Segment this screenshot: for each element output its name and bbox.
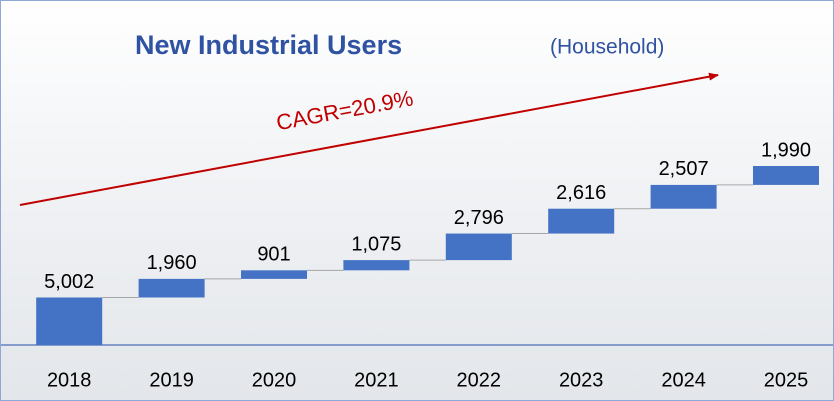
bar — [650, 184, 717, 209]
bar — [36, 297, 103, 345]
bar — [241, 270, 307, 279]
plot: 5,002 2018 1,960 2019 901 2020 1,075 2021 2,796 2… — [36, 139, 819, 391]
x-tick-label: 2025 — [764, 369, 809, 391]
value-label: 901 — [257, 244, 290, 266]
bar — [548, 208, 615, 234]
trend-arrow — [19, 72, 719, 206]
x-tick-label: 2022 — [457, 369, 502, 391]
value-label: 2,796 — [454, 207, 504, 229]
x-tick-label: 2018 — [47, 369, 92, 391]
bar — [138, 278, 205, 298]
value-label: 5,002 — [44, 271, 94, 293]
x-tick-label: 2023 — [559, 369, 604, 391]
x-tick-label: 2024 — [661, 369, 706, 391]
value-label: 1,960 — [147, 252, 197, 274]
x-tick-label: 2020 — [252, 369, 297, 391]
chart-title: New Industrial Users — [135, 30, 402, 60]
bar — [753, 166, 819, 185]
chart-subtitle: (Household) — [550, 36, 664, 59]
bar — [343, 260, 410, 271]
x-tick-label: 2021 — [354, 369, 399, 391]
bar — [445, 233, 512, 261]
value-label: 2,616 — [556, 182, 606, 204]
value-label: 1,075 — [351, 233, 401, 255]
value-label: 2,507 — [659, 158, 709, 180]
value-label: 1,990 — [761, 139, 811, 161]
x-tick-label: 2019 — [149, 369, 194, 391]
